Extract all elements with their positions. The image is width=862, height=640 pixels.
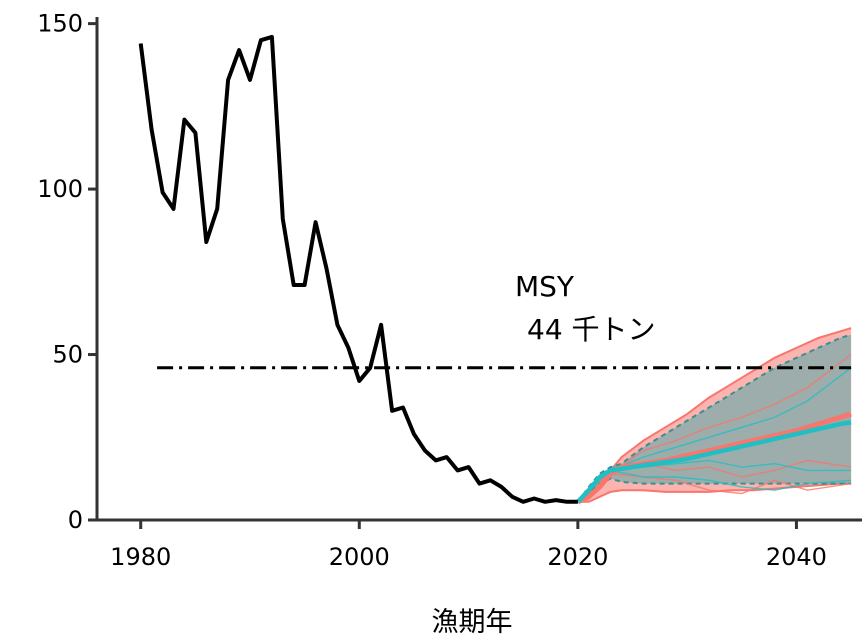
x-tick-label-2040: 2040 — [766, 543, 827, 571]
msy-value-label: 44 千トン — [527, 313, 656, 346]
series-lines — [138, 34, 852, 505]
band-a-lower — [577, 482, 852, 503]
trajectory-b-1 — [610, 469, 852, 491]
trajectory-a-0 — [610, 353, 852, 475]
projection-bands — [577, 327, 852, 503]
msy-label: MSY — [515, 270, 575, 303]
y-tick-label-150: 150 — [37, 10, 83, 38]
projection-b-median — [576, 420, 852, 504]
x-tick-label-2000: 2000 — [329, 543, 390, 571]
axes: 0 50 100 150 1980 2000 2020 2040 — [37, 10, 862, 571]
trajectory-b-0 — [610, 367, 852, 472]
x-tick-label-2020: 2020 — [547, 543, 608, 571]
y-tick-label-0: 0 — [68, 506, 83, 534]
history-line — [138, 34, 578, 504]
x-axis-title: 漁期年 — [432, 607, 513, 638]
y-tick-label-100: 100 — [37, 175, 83, 203]
projection-a-median — [576, 411, 852, 505]
x-tick-label-1980: 1980 — [110, 543, 171, 571]
y-tick-label-50: 50 — [52, 341, 83, 369]
band-b-fill — [577, 334, 852, 502]
